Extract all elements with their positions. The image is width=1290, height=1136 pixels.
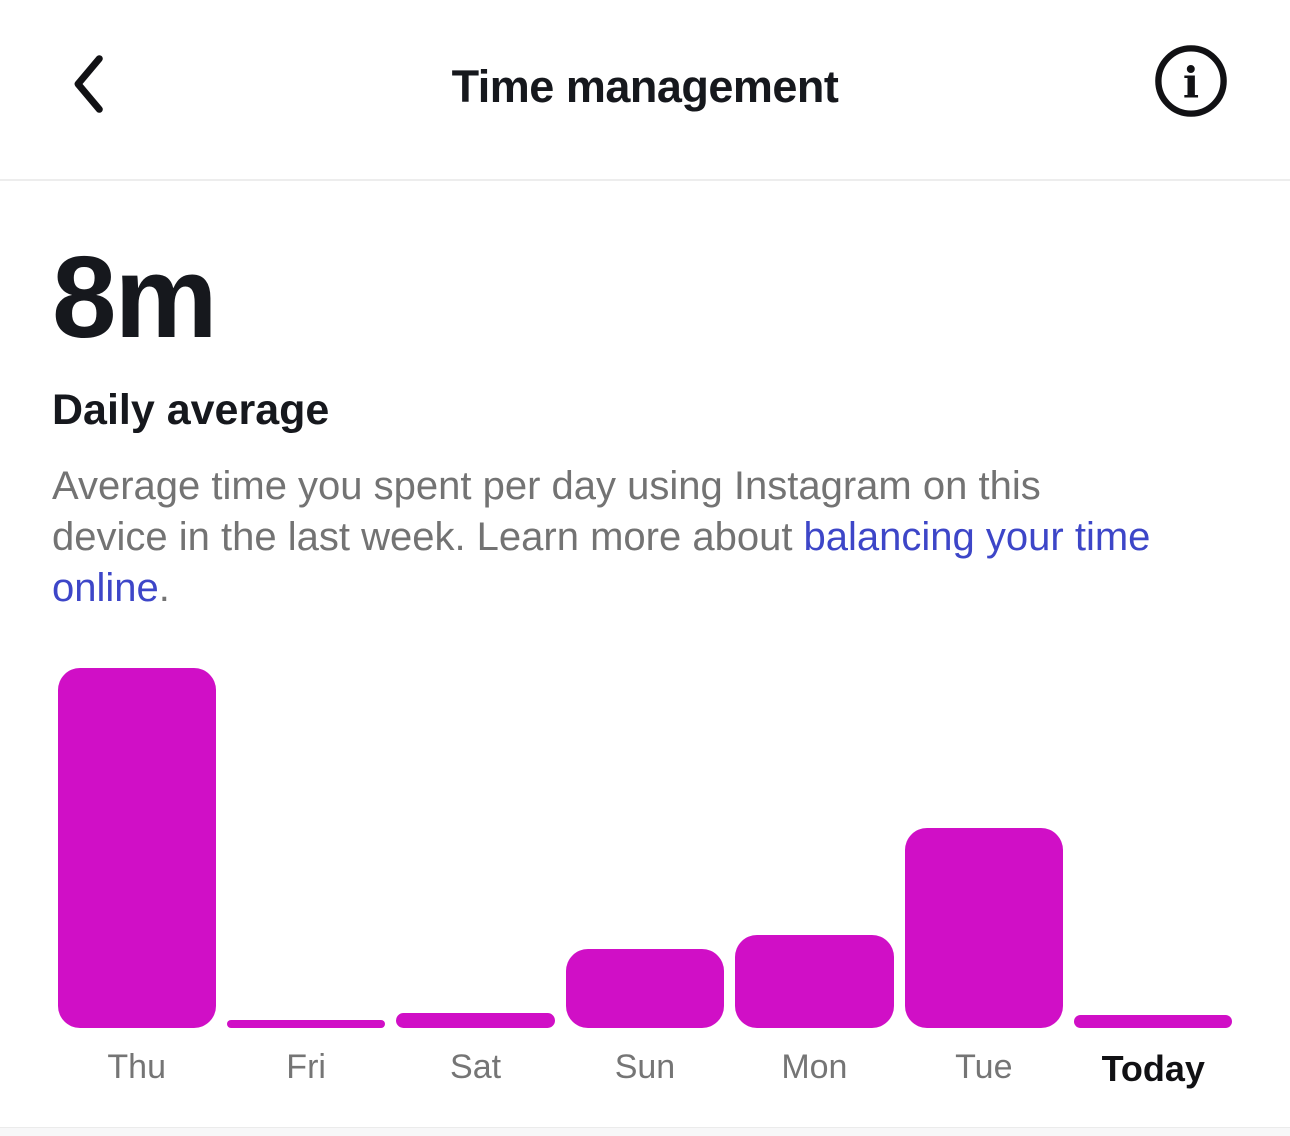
chart-bar-column-fri <box>221 668 390 1028</box>
info-button[interactable]: i <box>1150 40 1232 122</box>
usage-bar-chart: Thu Fri Sat Sun Mon Tue Today <box>52 667 1238 1090</box>
chart-bar-column-sun <box>560 668 729 1028</box>
daily-average-value: 8m <box>52 232 218 362</box>
bar-label-sat: Sat <box>450 1047 502 1086</box>
bar-label-fri: Fri <box>286 1047 326 1086</box>
chart-bar-column-thu <box>52 667 221 1028</box>
back-button[interactable] <box>58 36 148 132</box>
balancing-time-link[interactable]: balancing your time online <box>52 514 1151 610</box>
content: 8m Daily average Average time you spent … <box>0 232 1290 1090</box>
description-text: Average time you spent per day using Ins… <box>52 461 1157 614</box>
bar-label-today: Today <box>1101 1047 1205 1089</box>
chart-bar-column-tue <box>899 668 1068 1028</box>
chart-bar-column-sat <box>391 668 560 1028</box>
bar-label-thu: Thu <box>107 1047 166 1086</box>
bar-sat <box>396 1012 555 1028</box>
description-before: Average time you spent per day using Ins… <box>52 463 1041 559</box>
bar-label-sun: Sun <box>614 1047 676 1086</box>
bar-today <box>1074 1014 1233 1028</box>
bar-label-tue: Tue <box>955 1047 1013 1086</box>
bar-fri <box>226 1019 386 1028</box>
header: Time management i <box>0 0 1290 181</box>
description-after: . <box>158 565 170 610</box>
chart-bars <box>52 667 1238 1028</box>
bar-mon <box>735 934 894 1028</box>
bar-sun <box>565 948 725 1028</box>
daily-average-label: Daily average <box>52 385 330 434</box>
bar-label-mon: Mon <box>781 1047 848 1086</box>
info-circle-icon: i <box>1153 43 1229 119</box>
chart-bar-column-today <box>1069 668 1238 1028</box>
section-divider <box>0 1127 1290 1136</box>
chart-bar-column-mon <box>730 668 899 1028</box>
svg-text:i: i <box>1183 59 1199 109</box>
bar-thu <box>57 667 216 1028</box>
bar-tue <box>904 827 1064 1028</box>
chart-labels: Thu Fri Sat Sun Mon Tue Today <box>52 1048 1238 1090</box>
chevron-left-icon <box>58 46 122 122</box>
page-title: Time management <box>451 60 839 112</box>
